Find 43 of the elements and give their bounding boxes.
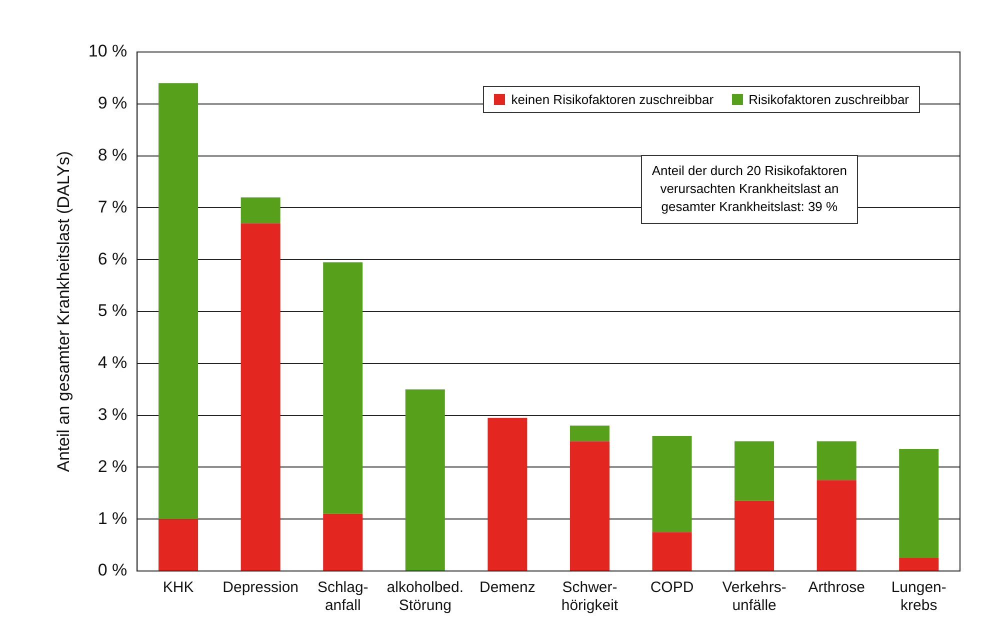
legend-label: Risikofaktoren zuschreibbar	[748, 92, 909, 107]
bar	[323, 262, 363, 514]
y-tick-label: 10 %	[88, 42, 128, 61]
y-tick-label: 6 %	[98, 249, 128, 268]
bar	[405, 389, 445, 570]
bar	[652, 532, 692, 570]
y-tick-label: 2 %	[98, 456, 128, 476]
x-tick-label: Lungen- krebs	[891, 579, 946, 614]
annotation: Anteil der durch 20 Risikofaktoren verursachten Krankheitslast an gesamter Krankheitslast: 39 %	[640, 155, 858, 224]
bar	[816, 480, 856, 570]
x-tick-label: Verkehrs- unfälle	[722, 579, 786, 614]
x-tick-label: Schlag- anfall	[317, 579, 368, 614]
bar	[323, 514, 363, 570]
y-tick-label: 3 %	[98, 404, 128, 424]
y-tick-label: 9 %	[98, 94, 128, 113]
bar	[158, 519, 198, 570]
x-tick-label: Schwer- hörigkeit	[561, 579, 619, 614]
y-tick-label: 8 %	[98, 145, 128, 164]
bar	[240, 197, 280, 224]
x-tick-label: Demenz	[480, 579, 536, 596]
bar	[899, 449, 939, 558]
legend-label: keinen Risikofaktoren zuschreibbar	[510, 92, 714, 107]
bar	[158, 83, 198, 520]
bar	[488, 418, 528, 570]
x-tick-label: KHK	[162, 579, 194, 596]
y-tick-label: 4 %	[98, 353, 128, 372]
bar	[240, 223, 280, 570]
bar	[734, 500, 774, 570]
y-tick-label: 0 %	[98, 560, 128, 580]
y-tick-label: 7 %	[98, 197, 128, 216]
x-tick-label: Arthrose	[808, 579, 865, 596]
y-tick-label: 1 %	[98, 508, 128, 528]
y-axis-title: Anteil an gesamter Krankheitslast (DALYs)	[54, 151, 73, 472]
bar	[652, 436, 692, 532]
bar	[570, 426, 610, 442]
x-tick-label: Depression	[222, 579, 299, 596]
x-tick-label: alkoholbed. Störung	[386, 579, 464, 614]
y-tick-label: 5 %	[98, 301, 128, 320]
bar	[734, 441, 774, 501]
x-tick-label: COPD	[650, 579, 694, 596]
bar	[816, 441, 856, 480]
bar	[570, 441, 610, 570]
bar	[899, 558, 939, 570]
